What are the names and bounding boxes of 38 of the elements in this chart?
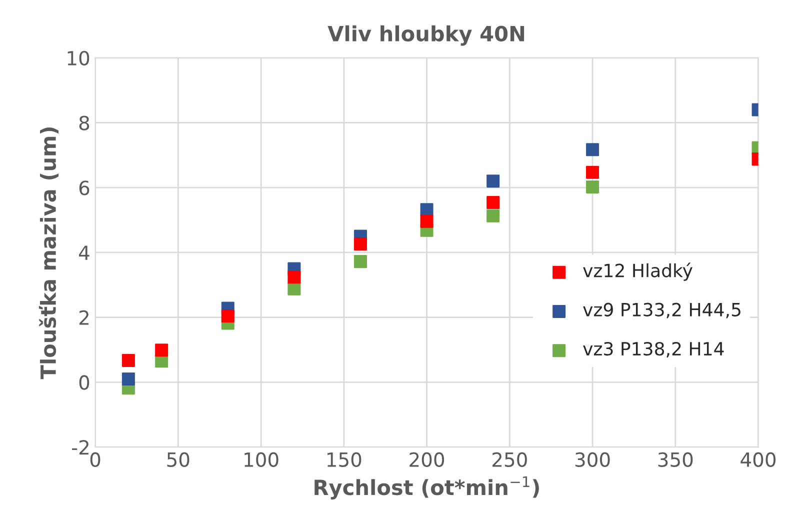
y-tick-label: 2 [79,310,88,325]
point [288,282,301,296]
point [586,180,600,194]
y-tick-label: 0 [79,375,90,390]
y-tick-label: -2 [72,440,88,454]
x-tick-label: 0 [90,452,100,468]
point [420,203,434,216]
point [586,166,600,179]
y-tick-label: 8 [79,116,90,130]
x-tick-label: 150 [327,452,362,468]
x-tick-label: 300 [575,452,610,468]
x-tick-label: 400 [740,452,776,468]
point [486,174,500,188]
point [354,255,367,268]
x-tick-label: 100 [244,452,278,468]
y-tick-label: 10 [68,50,90,66]
legend-label: vz3 P138,2 H14 [583,342,724,358]
point [155,344,168,357]
y-tick-label: 4 [79,246,90,260]
chart-title: Vliv hloubky 40N [328,25,524,46]
x-tick-label: 350 [658,452,693,468]
point [486,196,500,210]
point [586,143,600,156]
x-tick-label: 50 [167,452,190,468]
y-tick-label: 6 [79,180,90,196]
point [420,214,434,228]
y-axis-title: Tloušťka maziva (um) [38,128,59,380]
x-axis-title: Rychlost (ot*min$^{−1}$) [314,476,539,500]
point [486,209,500,222]
legend-label: vz12 Hladký [583,262,692,281]
legend-label: vz9 P133,2 H44,5 [583,302,740,318]
point [354,238,367,251]
point [122,354,135,367]
point [122,372,135,386]
x-tick-label: 200 [410,452,444,468]
point [288,270,301,284]
x-tick-label: 250 [492,452,527,468]
point [221,310,234,323]
